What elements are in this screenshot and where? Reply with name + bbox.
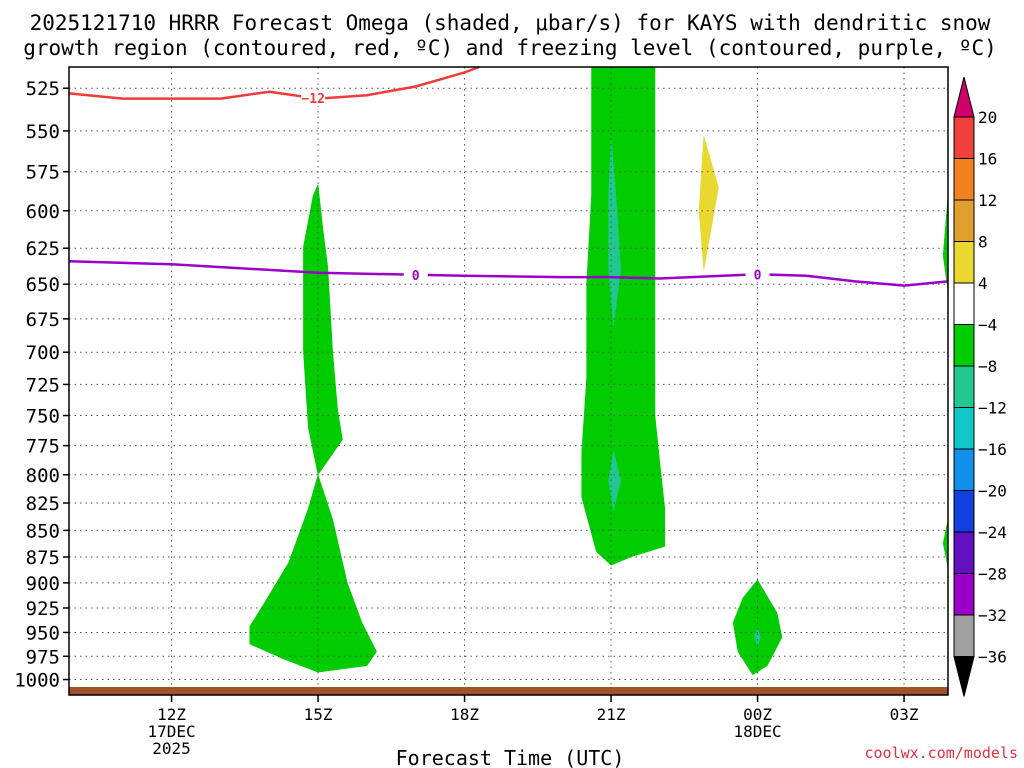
x-tick-label-12-1: 17DEC xyxy=(147,722,195,741)
freezing-level-label-bg-1 xyxy=(745,266,770,283)
colorbar-segment-12 xyxy=(953,573,975,616)
y-tick-label-775: 775 xyxy=(26,436,60,458)
x-axis-label: Forecast Time (UTC) xyxy=(396,746,625,768)
colorbar-bottom-arrow xyxy=(953,656,975,697)
y-tick-label-575: 575 xyxy=(26,162,60,184)
colorbar-label-7: −12 xyxy=(978,399,1007,418)
colorbar-label-9: −20 xyxy=(978,482,1007,501)
omega-area-0 xyxy=(303,183,343,476)
omega-area-4 xyxy=(608,451,622,511)
freezing-level-label-1: 0 xyxy=(754,268,762,283)
colorbar-label-6: −8 xyxy=(978,357,997,376)
y-axis: 525 550 575 600 625 650 675 700 725 750 775 800 825 8… xyxy=(14,78,69,692)
y-tick-label-600: 600 xyxy=(26,201,60,223)
contours: 0 0 −12 xyxy=(68,65,949,287)
colorbar-segment-1 xyxy=(953,116,975,159)
colorbar-segment-9 xyxy=(953,448,975,491)
colorbar: 20 16 12 8 4 −4 −8 −12 −16 −20 −24 −28 −32 −36 xyxy=(953,76,1007,697)
y-tick-label-675: 675 xyxy=(26,309,60,331)
chart-title-line-1: 2025121710 HRRR Forecast Omega (shaded, … xyxy=(30,11,991,35)
colorbar-label-1: 16 xyxy=(978,150,997,169)
plot-area xyxy=(69,67,948,695)
colorbar-segment-4 xyxy=(953,241,975,284)
x-tick-label-18-0: 18Z xyxy=(450,705,479,724)
y-tick-label-650: 650 xyxy=(26,274,60,296)
y-tick-label-900: 900 xyxy=(26,573,60,595)
freezing-level-label-bg-0 xyxy=(403,266,428,283)
omega-area-1 xyxy=(249,473,377,673)
colorbar-segment-7 xyxy=(953,365,975,408)
x-tick-label-12-0: 12Z xyxy=(157,705,186,724)
y-tick-label-850: 850 xyxy=(26,520,60,542)
omega-area-6 xyxy=(754,626,761,648)
y-tick-label-950: 950 xyxy=(26,622,60,644)
x-tick-label-21-0: 21Z xyxy=(597,705,626,724)
y-tick-label-1000: 1000 xyxy=(14,670,60,692)
chart-title-line-2: growth region (contoured, red, ºC) and f… xyxy=(23,36,997,60)
colorbar-label-13: −36 xyxy=(978,648,1007,667)
colorbar-label-4: 4 xyxy=(978,274,988,293)
dgz-contour-label-bg-0 xyxy=(301,89,326,106)
y-tick-label-875: 875 xyxy=(26,547,60,569)
freezing-level-line xyxy=(68,260,949,287)
x-tick-label-27-0: 03Z xyxy=(890,705,919,724)
omega-shading xyxy=(249,66,949,676)
y-tick-label-750: 750 xyxy=(26,406,60,428)
freezing-level-label-0: 0 xyxy=(412,269,420,284)
colorbar-segment-2 xyxy=(953,158,975,201)
omega-area-3 xyxy=(608,139,622,326)
y-tick-label-700: 700 xyxy=(26,342,60,364)
omega-area-7 xyxy=(698,135,719,271)
x-tick-label-24-0: 00Z xyxy=(743,705,772,724)
watermark: coolwx.com/models xyxy=(864,744,1018,762)
x-tick-label-12-2: 2025 xyxy=(152,739,191,758)
colorbar-segment-6 xyxy=(953,324,975,367)
y-tick-label-550: 550 xyxy=(26,121,60,143)
colorbar-label-2: 12 xyxy=(978,191,997,210)
colorbar-segment-5 xyxy=(953,282,975,325)
colorbar-segment-8 xyxy=(953,407,975,450)
colorbar-segment-3 xyxy=(953,199,975,242)
y-tick-label-800: 800 xyxy=(26,465,60,487)
colorbar-label-11: −28 xyxy=(978,565,1007,584)
colorbar-top-arrow xyxy=(953,76,975,118)
colorbar-label-0: 20 xyxy=(978,108,997,127)
y-tick-label-725: 725 xyxy=(26,374,60,396)
colorbar-label-3: 8 xyxy=(978,233,988,252)
x-tick-label-24-1: 18DEC xyxy=(733,722,781,741)
colorbar-label-10: −24 xyxy=(978,523,1007,542)
x-tick-label-15-0: 15Z xyxy=(304,705,333,724)
colorbar-label-5: −4 xyxy=(978,316,997,335)
y-tick-label-925: 925 xyxy=(26,598,60,620)
colorbar-label-12: −32 xyxy=(978,606,1007,625)
grid-lines xyxy=(69,67,948,695)
omega-area-2 xyxy=(581,66,666,566)
y-tick-label-525: 525 xyxy=(26,78,60,100)
y-tick-label-625: 625 xyxy=(26,238,60,260)
plot-frame xyxy=(68,66,949,696)
colorbar-segment-11 xyxy=(953,531,975,574)
colorbar-segment-10 xyxy=(953,490,975,533)
colorbar-segment-13 xyxy=(953,614,975,657)
colorbar-label-8: −16 xyxy=(978,440,1007,459)
y-tick-label-975: 975 xyxy=(26,646,60,668)
y-tick-label-825: 825 xyxy=(26,493,60,515)
dgz-contour-label-0: −12 xyxy=(301,92,324,107)
terrain-bar xyxy=(69,687,948,695)
